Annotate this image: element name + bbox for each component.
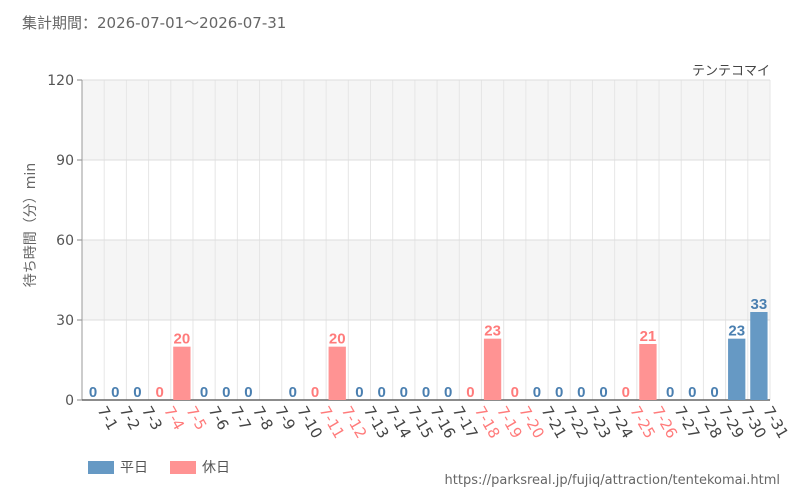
- bar-value-label-7-11: 0: [311, 384, 319, 401]
- x-tick-label-7-1: 7-1: [94, 403, 122, 433]
- bar-value-label-7-17: 0: [444, 384, 452, 401]
- bar-value-label-7-4: 0: [156, 384, 164, 401]
- bar-value-label-7-24: 0: [599, 384, 607, 401]
- bar-value-label-7-31: 33: [751, 296, 768, 313]
- bar-7-5: [173, 346, 191, 400]
- bar-value-label-7-21: 0: [533, 384, 541, 401]
- bar-value-label-7-13: 0: [355, 384, 363, 401]
- bar-value-label-7-2: 0: [111, 384, 119, 401]
- x-tick-label-7-9: 7-9: [271, 403, 299, 433]
- source-url: https://parksreal.jp/fujiq/attraction/te…: [444, 473, 780, 488]
- legend-item-weekday: 平日: [88, 457, 148, 477]
- bar-value-label-7-23: 0: [577, 384, 585, 401]
- bar-7-26: [639, 344, 657, 400]
- period-label: 集計期間：2026-07-01～2026-07-31: [22, 14, 287, 32]
- y-tick-label: 30: [56, 313, 74, 329]
- y-tick-label: 60: [56, 233, 74, 249]
- bar-value-label-7-15: 0: [400, 384, 408, 401]
- bar-value-label-7-20: 0: [511, 384, 519, 401]
- bar-value-label-7-14: 0: [377, 384, 385, 401]
- y-tick-label: 90: [56, 153, 74, 169]
- x-tick-label-7-7: 7-7: [227, 403, 255, 433]
- bar-value-label-7-5: 20: [174, 331, 191, 348]
- x-tick-label-7-6: 7-6: [205, 403, 233, 433]
- bar-value-label-7-19: 23: [484, 323, 501, 340]
- bar-value-label-7-8: 0: [244, 384, 252, 401]
- bar-value-label-7-29: 0: [710, 384, 718, 401]
- bar-value-label-7-1: 0: [89, 384, 97, 401]
- legend-swatch-weekday: [88, 460, 114, 474]
- bar-value-label-7-27: 0: [666, 384, 674, 401]
- x-tick-label-7-8: 7-8: [249, 403, 277, 433]
- bar-value-label-7-12: 20: [329, 331, 346, 348]
- bar-value-label-7-16: 0: [422, 384, 430, 401]
- bar-value-label-7-6: 0: [200, 384, 208, 401]
- grid-band: [82, 80, 770, 160]
- bar-7-19: [483, 338, 502, 400]
- bar-value-label-7-18: 0: [466, 384, 474, 401]
- bar-7-30: [728, 338, 746, 400]
- y-tick-label: 120: [47, 73, 74, 89]
- bar-value-label-7-7: 0: [222, 384, 230, 401]
- legend: 平日 休日: [88, 457, 230, 477]
- y-tick-label: 0: [65, 393, 74, 409]
- x-tick-label-7-5: 7-5: [182, 403, 210, 433]
- grid-band: [82, 240, 770, 320]
- bar-value-label-7-30: 23: [728, 323, 745, 340]
- bar-value-label-7-26: 21: [640, 328, 657, 345]
- legend-swatch-holiday: [170, 460, 196, 474]
- x-tick-label-7-4: 7-4: [160, 403, 188, 433]
- bar-value-label-7-25: 0: [622, 384, 630, 401]
- bar-value-label-7-10: 0: [289, 384, 297, 401]
- attraction-name: テンテコマイ: [691, 64, 770, 79]
- bar-value-label-7-22: 0: [555, 384, 563, 401]
- bar-value-label-7-3: 0: [133, 384, 141, 401]
- bar-7-31: [750, 312, 768, 400]
- x-tick-label-7-3: 7-3: [138, 403, 166, 433]
- grid-band: [82, 160, 770, 240]
- bar-7-12: [328, 346, 346, 400]
- legend-label-weekday: 平日: [120, 460, 148, 476]
- legend-item-holiday: 休日: [170, 457, 230, 477]
- legend-label-holiday: 休日: [202, 460, 230, 476]
- bar-value-label-7-28: 0: [688, 384, 696, 401]
- x-tick-label-7-2: 7-2: [116, 403, 144, 433]
